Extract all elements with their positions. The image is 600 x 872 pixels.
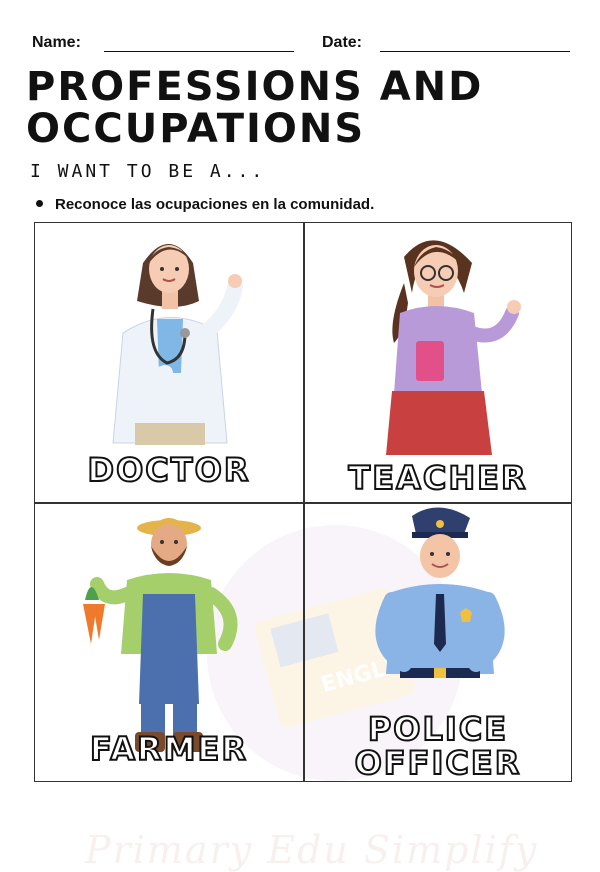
- farmer-illustration-icon: [83, 518, 238, 752]
- professions-grid: ENGLISH Primary Edu Simplify: [34, 222, 572, 872]
- subtitle: I WANT TO BE A...: [30, 161, 266, 182]
- name-label: Name:: [32, 34, 81, 51]
- objective-text: Reconoce las ocupaciones en la comunidad…: [55, 196, 375, 213]
- card-teacher: TEACHER: [304, 223, 572, 502]
- card-farmer: FARMER: [35, 504, 303, 783]
- objective-item: Reconoce las ocupaciones en la comunidad…: [36, 196, 374, 213]
- title-line-1: PROFESSIONS AND: [26, 64, 484, 110]
- police-officer-illustration-icon: [375, 507, 505, 678]
- profession-label-farmer: FARMER: [89, 729, 248, 769]
- card-police-officer: POLICE OFFICER: [304, 504, 572, 783]
- grid-divider-horizontal: [35, 502, 571, 504]
- watermark-book-icon: ENGLISH: [207, 525, 463, 781]
- page-title: PROFESSIONS AND OCCUPATIONS: [26, 66, 483, 150]
- doctor-illustration-icon: [112, 244, 243, 445]
- title-line-2: OCCUPATIONS: [26, 106, 366, 152]
- date-label: Date:: [322, 34, 363, 51]
- profession-label-teacher: TEACHER: [347, 458, 528, 498]
- watermark-text: Primary Edu Simplify: [85, 828, 539, 872]
- profession-label-police-officer: POLICE OFFICER: [304, 710, 572, 782]
- profession-label-officer: OFFICER: [354, 744, 522, 782]
- name-field[interactable]: [104, 51, 294, 52]
- header-row: Name: Date:: [32, 34, 572, 56]
- date-field[interactable]: [380, 51, 570, 52]
- card-doctor: DOCTOR: [35, 223, 303, 502]
- teacher-illustration-icon: [386, 240, 521, 455]
- profession-label-police: POLICE: [367, 710, 509, 748]
- profession-label-doctor: DOCTOR: [87, 450, 251, 490]
- bullet-icon: [36, 199, 43, 207]
